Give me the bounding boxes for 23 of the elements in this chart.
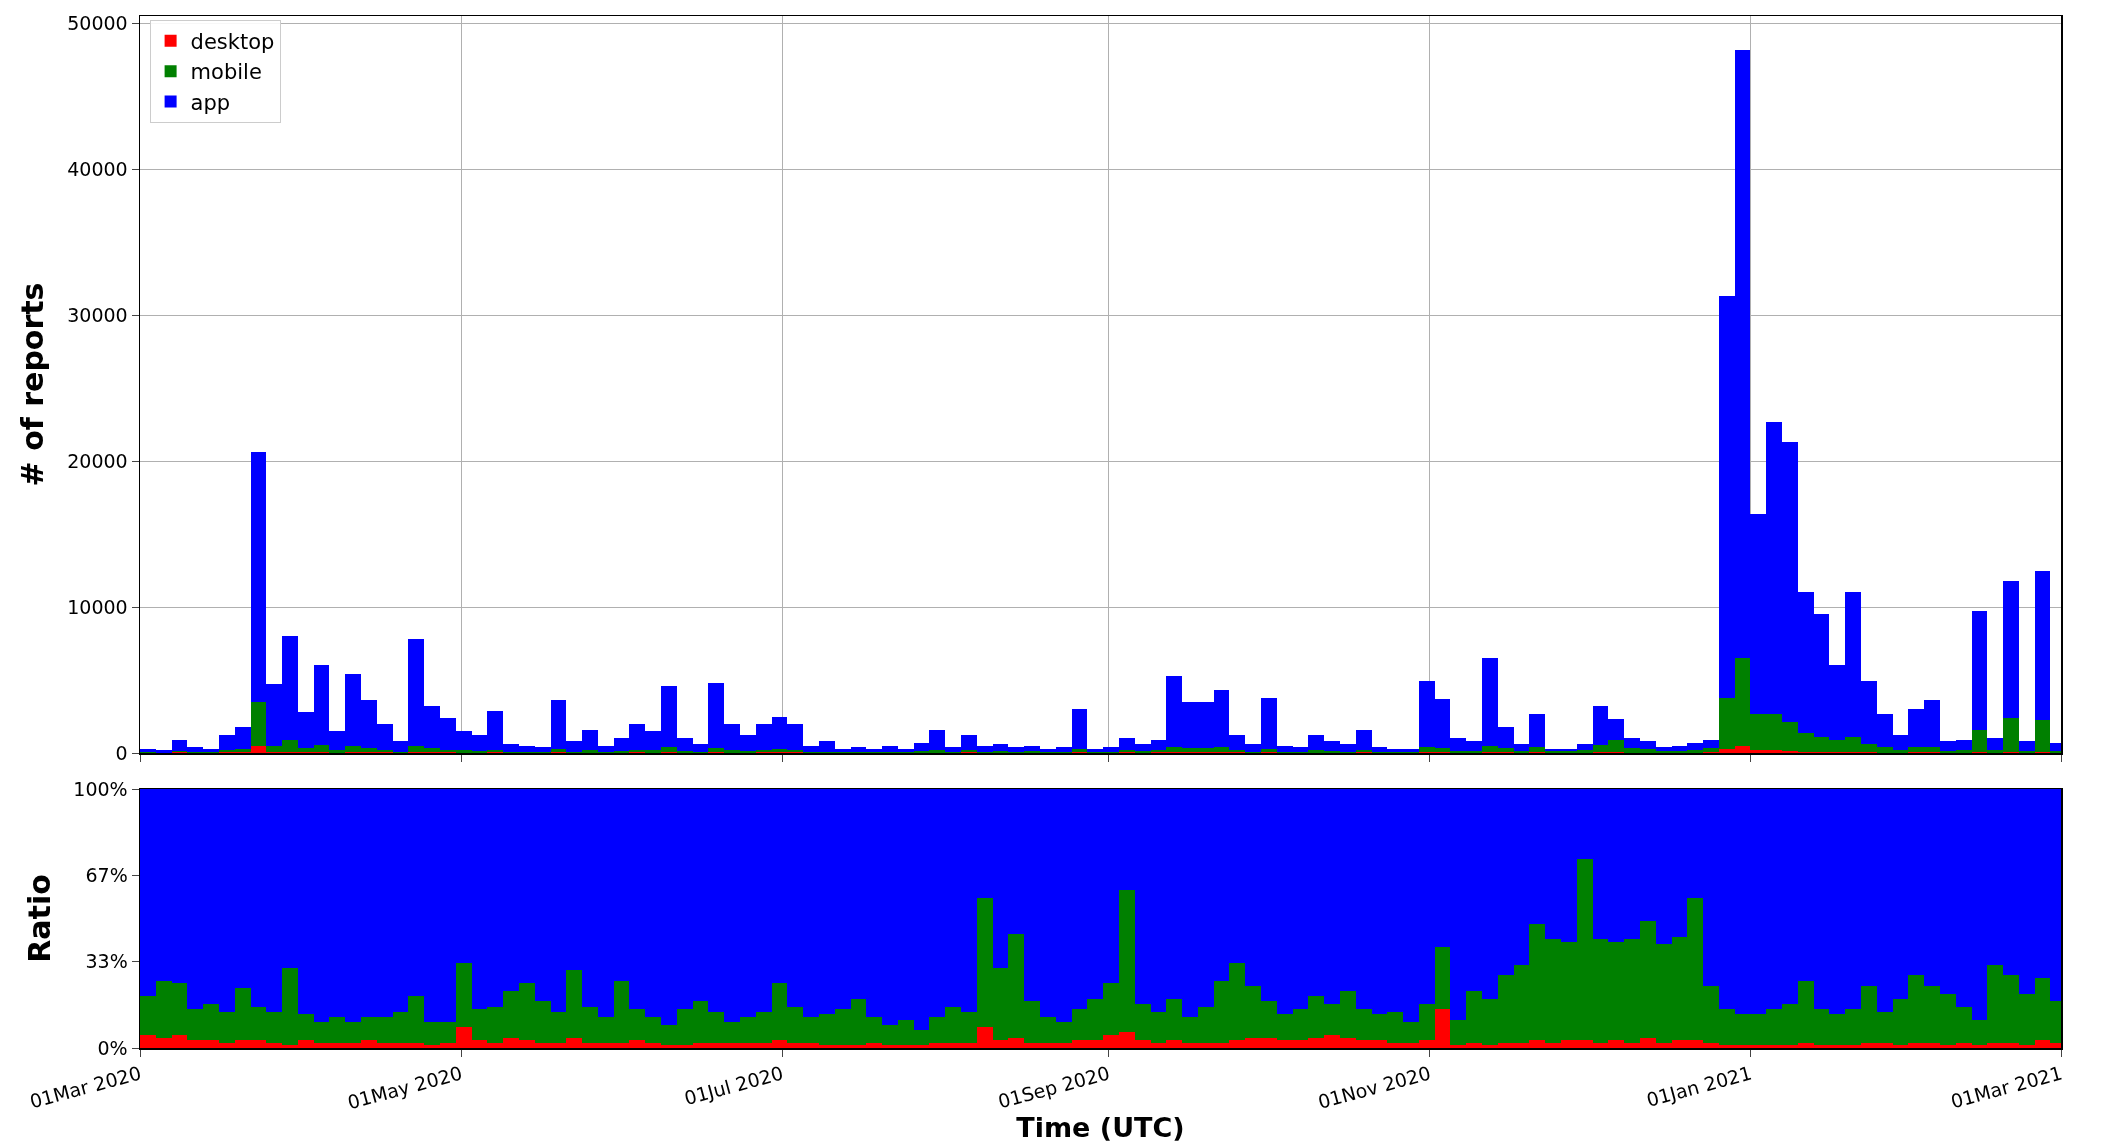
y-tick-label: 33%: [85, 950, 128, 973]
y-tick-label: 0: [115, 741, 128, 764]
y-tick-label: 67%: [85, 863, 128, 886]
y-axis-title: Ratio: [21, 874, 57, 963]
y-tick-label: 10000: [67, 595, 128, 618]
x-tick-label: 01Sep 2020: [995, 1061, 1112, 1113]
legend-label: desktop: [190, 30, 275, 55]
x-tick-label: 01Nov 2020: [1315, 1061, 1433, 1113]
x-axis-title: Time (UTC): [1016, 1112, 1185, 1143]
y-tick-label: 50000: [67, 11, 128, 34]
y-tick-label: 0%: [97, 1036, 128, 1059]
y-tick-label: 100%: [73, 777, 128, 800]
x-tick-label: 01Mar 2021: [1948, 1061, 2065, 1113]
legend-label: app: [190, 90, 231, 115]
legend-label: mobile: [190, 60, 262, 85]
y-axis-title: # of reports: [15, 282, 51, 487]
x-tick-label: 01May 2020: [345, 1061, 465, 1114]
y-tick-label: 30000: [67, 303, 128, 326]
y-tick-label: 40000: [67, 157, 128, 180]
y-tick-label: 20000: [67, 449, 128, 472]
x-tick-label: 01Jan 2021: [1644, 1061, 1754, 1111]
x-tick-label: 01Jul 2020: [681, 1061, 786, 1110]
x-tick-label: 01Mar 2020: [27, 1061, 144, 1113]
